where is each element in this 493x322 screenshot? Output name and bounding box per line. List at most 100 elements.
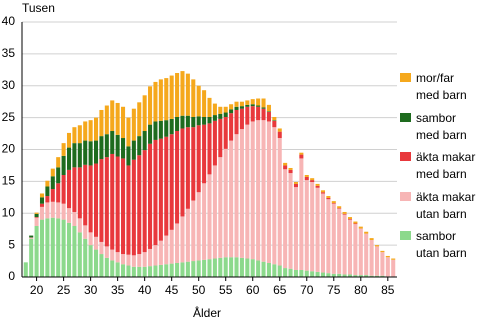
y-tick-label: 0 <box>8 269 15 283</box>
bar-segment <box>266 121 271 263</box>
bar-segment <box>385 255 390 258</box>
bar-segment <box>304 175 309 177</box>
bar-segment <box>88 232 93 246</box>
bar-segment <box>180 128 185 217</box>
bar-segment <box>158 138 163 241</box>
bar-segment <box>288 169 293 174</box>
bar-segment <box>218 157 223 258</box>
bar-segment <box>320 190 325 193</box>
y-tick-label: 10 <box>2 205 16 219</box>
bar-segment <box>326 196 331 198</box>
bar-segment <box>304 180 309 271</box>
bar-segment <box>121 254 126 265</box>
bar-segment <box>239 129 244 258</box>
bar-segment <box>374 246 380 276</box>
bar-segment <box>207 116 212 124</box>
bar-segment <box>326 273 331 277</box>
bar-segment <box>45 196 50 203</box>
bar-segment <box>45 218 50 277</box>
bar-segment <box>164 136 169 236</box>
bar-segment <box>353 221 358 224</box>
bar-segment <box>277 265 282 277</box>
bar-segment <box>261 107 266 109</box>
bar-segment <box>326 199 331 274</box>
bar-segment <box>88 245 93 277</box>
bar-segment <box>229 104 234 110</box>
bar-segment <box>131 255 136 267</box>
bar-segment <box>315 187 320 272</box>
bar-segment <box>148 86 153 125</box>
bar-segment <box>175 73 180 117</box>
bar-segment <box>83 140 88 165</box>
bar-segment <box>353 223 358 225</box>
bar-segment <box>77 218 82 233</box>
bar-segment <box>277 128 282 132</box>
bar-segment <box>331 203 336 274</box>
bar-segment <box>256 106 261 121</box>
legend-swatch <box>400 112 411 122</box>
bar-segment <box>266 111 271 112</box>
bar-segment <box>245 124 250 259</box>
bar-segment <box>304 176 309 181</box>
bar-segment <box>56 202 61 219</box>
bar-segment <box>185 115 190 128</box>
bar-segment <box>50 217 55 277</box>
bar-segment <box>374 245 380 247</box>
x-tick-label: 20 <box>30 283 44 297</box>
y-tick-label: 15 <box>2 174 16 188</box>
bar-segment <box>77 125 82 144</box>
bar-segment <box>56 157 61 168</box>
bar-segment <box>288 173 293 269</box>
bar-segment <box>169 134 174 230</box>
bar-segment <box>229 109 234 114</box>
bar-segment <box>56 167 61 184</box>
bar-segment <box>266 262 271 277</box>
bar-segment <box>45 202 50 219</box>
bar-segment <box>180 115 185 129</box>
bar-segment <box>121 264 126 277</box>
bar-segment <box>256 105 261 107</box>
bar-segment <box>66 147 72 170</box>
bar-segment <box>115 156 120 253</box>
bar-segment <box>115 102 120 135</box>
legend-swatch <box>400 152 411 161</box>
bar-segment <box>99 254 104 277</box>
bar-segment <box>320 272 325 277</box>
bar-segment <box>277 131 282 139</box>
bar-segment <box>239 257 244 277</box>
bar-segment <box>131 159 136 256</box>
bar-segment <box>229 257 234 277</box>
bar-segment <box>110 131 115 154</box>
bar-segment <box>261 120 266 262</box>
bar-segment <box>250 104 255 107</box>
bar-segment <box>153 245 158 266</box>
bar-segment <box>77 232 82 277</box>
bar-segment <box>347 218 353 220</box>
bar-segment <box>272 120 277 128</box>
bar-segment <box>315 185 320 188</box>
bar-segment <box>66 132 72 148</box>
bar-segment <box>261 98 266 108</box>
bar-segment <box>94 236 99 250</box>
bar-segment <box>175 116 180 132</box>
legend-label: äkta makar utan barn <box>416 189 476 221</box>
bar-segment <box>99 109 104 137</box>
bar-segment <box>158 240 163 265</box>
bar-segment <box>126 165 131 255</box>
bar-segment <box>110 260 115 277</box>
bar-segment <box>310 178 315 181</box>
bar-segment <box>223 106 228 113</box>
bar-segment <box>223 257 228 277</box>
bar-segment <box>164 78 169 121</box>
bar-segment <box>272 120 277 121</box>
bar-segment <box>283 162 288 166</box>
bar-segment <box>326 197 331 200</box>
bar-segment <box>250 259 255 277</box>
bar-segment <box>137 266 142 277</box>
bar-segment <box>293 183 298 188</box>
bar-segment <box>99 241 104 255</box>
bar-segment <box>131 108 136 141</box>
y-tick-label: 25 <box>2 110 16 124</box>
x-tick-label: 45 <box>165 283 179 297</box>
